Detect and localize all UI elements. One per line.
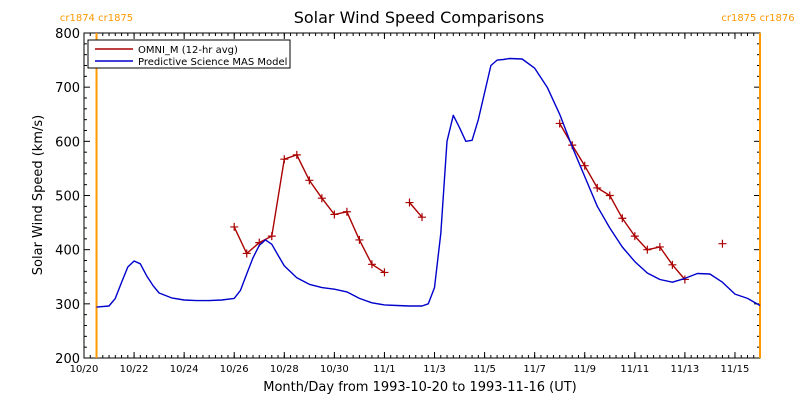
legend-entry-label: Predictive Science MAS Model: [138, 57, 287, 68]
chart-title: Solar Wind Speed Comparisons: [294, 8, 545, 27]
y-tick-label: 200: [55, 352, 80, 367]
omni-speed-line: [559, 123, 686, 280]
y-tick-label: 800: [55, 27, 80, 42]
y-tick-label: 600: [55, 135, 80, 150]
legend-box: [87, 39, 291, 69]
x-tick-label: 11/5: [473, 364, 495, 375]
omni-data-point: [618, 214, 627, 223]
omni-speed-line: [408, 202, 423, 218]
omni-data-point: [605, 191, 614, 200]
omni-data-point: [292, 150, 301, 159]
omni-data-point: [355, 235, 364, 244]
omni-data-point: [330, 210, 339, 219]
omni-data-point: [418, 213, 426, 222]
x-tick-label: 10/28: [270, 364, 299, 375]
carrington-label: cr1875 cr1876: [721, 13, 794, 24]
omni-data-point: [718, 239, 727, 248]
legend-entry-label: OMNI_M (12-hr avg): [138, 45, 238, 56]
omni-data-point: [280, 155, 289, 164]
x-tick-label: 10/22: [120, 364, 149, 375]
omni-data-point: [405, 198, 414, 207]
omni-data-point: [555, 119, 564, 128]
omni-data-point: [380, 268, 389, 277]
omni-data-point: [630, 232, 639, 241]
x-tick-label: 10/24: [170, 364, 199, 375]
y-tick-label: 300: [55, 298, 80, 313]
x-tick-label: 10/20: [70, 364, 99, 375]
x-tick-label: 11/15: [721, 364, 750, 375]
x-tick-label: 11/9: [574, 364, 596, 375]
omni-data-point: [655, 242, 664, 251]
x-tick-label: 11/3: [423, 364, 445, 375]
y-tick-label: 700: [55, 81, 80, 96]
omni-data-point: [267, 232, 276, 241]
plot-frame: [83, 32, 761, 359]
x-axis-label: Month/Day from 1993-10-20 to 1993-11-16 …: [263, 380, 576, 395]
x-tick-label: 11/13: [670, 364, 699, 375]
carrington-label: cr1874 cr1875: [60, 13, 133, 24]
omni-data-point: [643, 245, 652, 254]
x-tick-label: 11/11: [620, 364, 649, 375]
omni-speed-line: [233, 154, 385, 273]
omni-data-point: [668, 260, 677, 269]
omni-data-point: [593, 183, 602, 192]
omni-data-point: [242, 249, 251, 258]
omni-data-point: [317, 194, 326, 203]
omni-data-point: [367, 260, 376, 269]
legend: OMNI_M (12-hr avg)Predictive Science MAS…: [87, 39, 291, 69]
omni-data-point: [580, 161, 589, 170]
x-tick-label: 11/1: [373, 364, 395, 375]
x-tick-label: 11/7: [523, 364, 545, 375]
x-tick-label: 10/26: [220, 364, 249, 375]
y-tick-label: 500: [55, 190, 80, 205]
y-axis-label: Solar Wind Speed (km/s): [31, 115, 46, 275]
y-tick-label: 400: [55, 244, 80, 259]
omni-data-point: [305, 176, 314, 185]
x-tick-label: 10/30: [320, 364, 349, 375]
omni-data-point: [230, 222, 239, 231]
omni-data-point: [342, 207, 351, 216]
model-speed-line: [96, 57, 761, 308]
